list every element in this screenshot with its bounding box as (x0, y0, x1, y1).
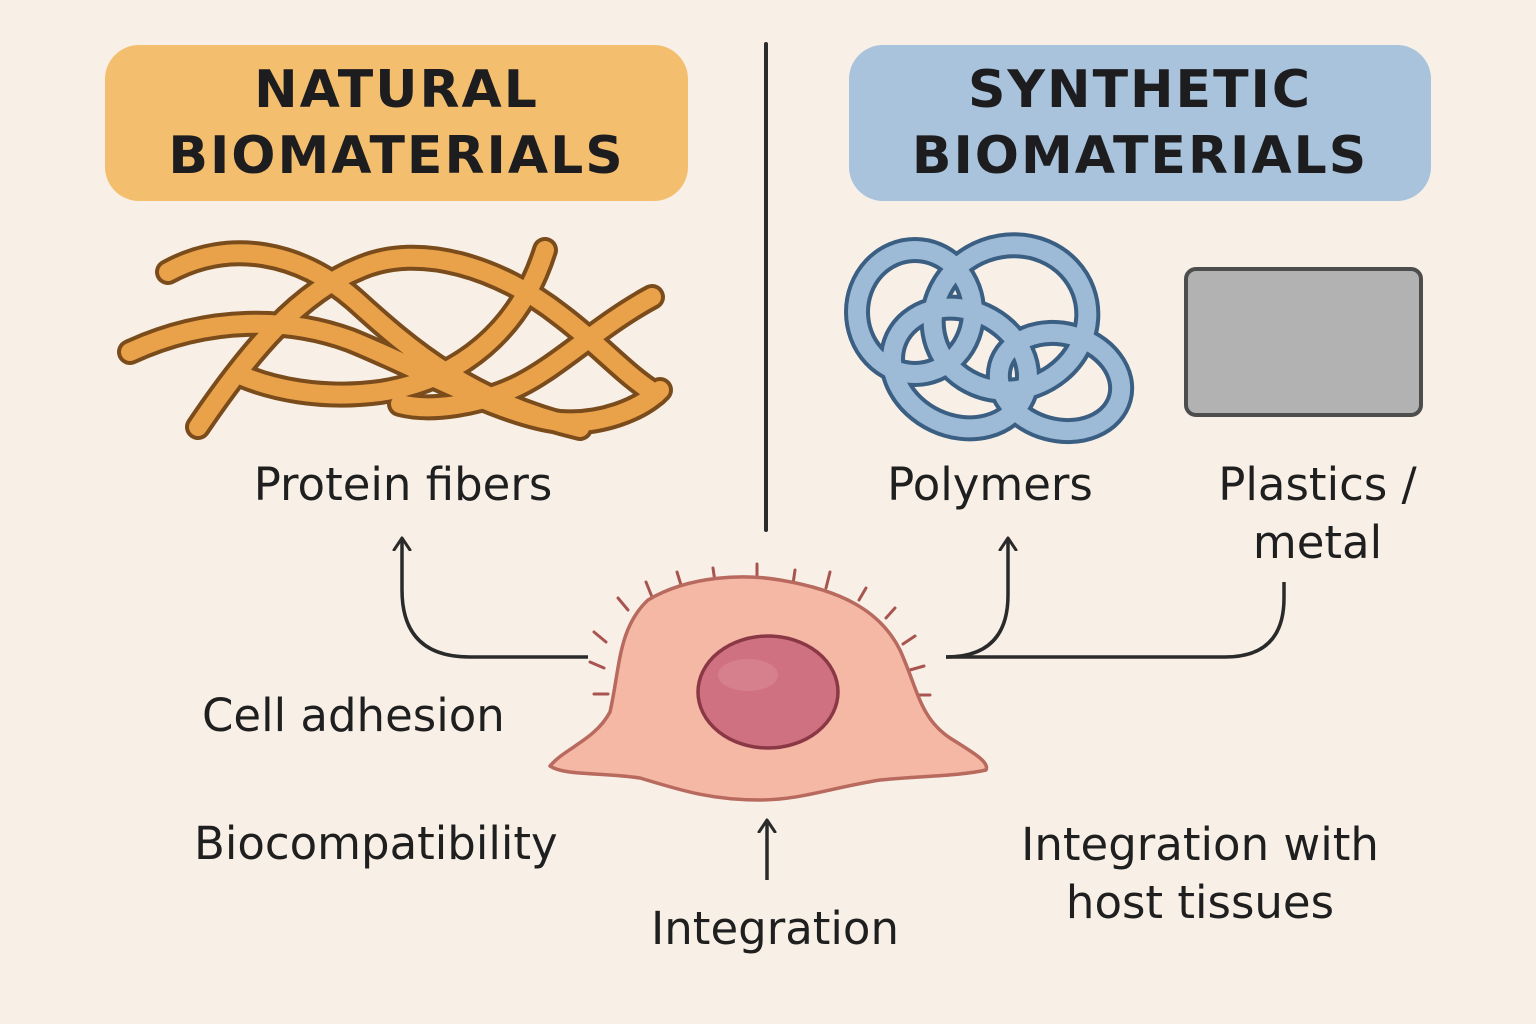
plastics-label-line1: Plastics / (1218, 458, 1417, 511)
arrow-to-protein-fibers (402, 541, 588, 659)
natural-title-line1: NATURAL (254, 60, 539, 120)
natural-biomaterials-header: NATURAL BIOMATERIALS (105, 45, 688, 201)
cell-adhesion-label: Cell adhesion (202, 689, 505, 742)
synthetic-title-line2: BIOMATERIALS (911, 126, 1369, 186)
protein-fibers-icon (117, 237, 673, 441)
polymer-coil-icon (844, 232, 1135, 445)
natural-title-line2: BIOMATERIALS (168, 126, 625, 186)
integration-label: Integration (651, 902, 899, 955)
integration-host-line2: host tissues (1065, 876, 1335, 929)
polymers-label: Polymers (887, 458, 1093, 511)
integration-host-tissues-label: Integration with host tissues (990, 816, 1410, 932)
arrow-to-polymers (945, 541, 1008, 659)
synthetic-title-line1: SYNTHETIC (967, 60, 1313, 120)
biocompatibility-label: Biocompatibility (194, 817, 558, 870)
plastic-metal-plate-icon (1184, 267, 1423, 417)
synthetic-biomaterials-header: SYNTHETIC BIOMATERIALS (849, 45, 1431, 201)
plastics-metal-label: Plastics / metal (1195, 456, 1440, 572)
connector-to-plastics (946, 582, 1286, 659)
plastics-label-line2: metal (1252, 516, 1383, 569)
integration-host-line1: Integration with (1021, 818, 1379, 871)
protein-fibers-label: Protein fibers (253, 458, 553, 511)
cell-icon (548, 562, 989, 802)
